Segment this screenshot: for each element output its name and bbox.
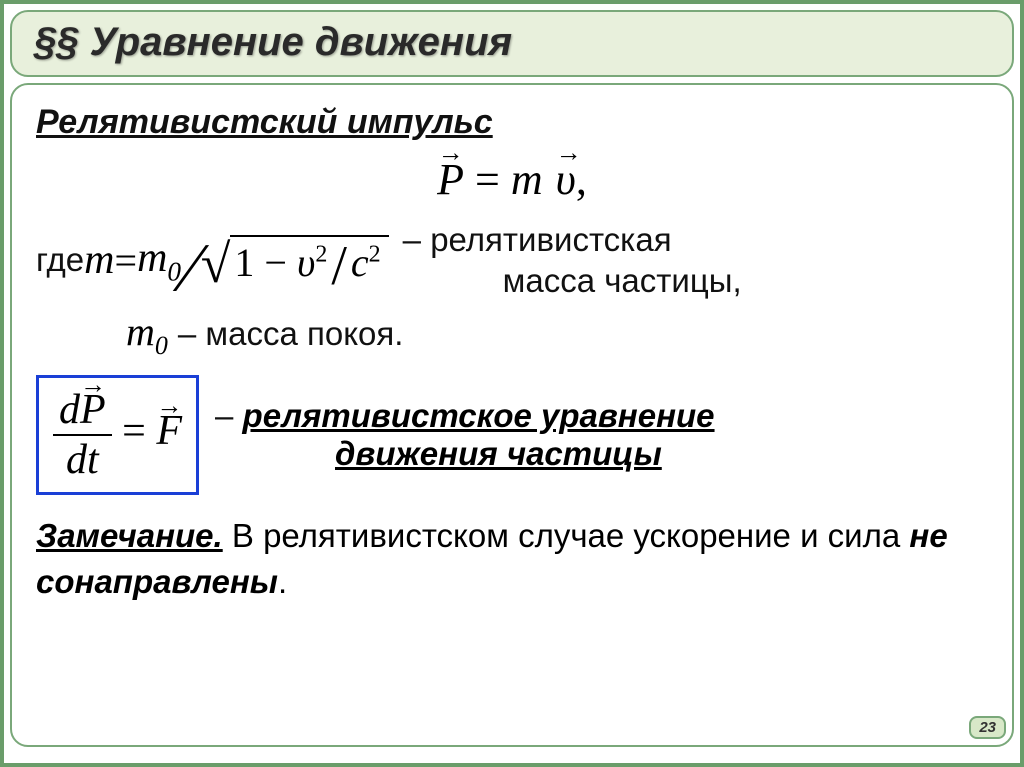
momentum-formula: → P = m → υ , (36, 154, 988, 205)
dp-dt-fraction: d→P dt (53, 386, 112, 484)
vector-v: → υ (556, 154, 576, 205)
motion-equation-box: d→P dt = → F (36, 375, 199, 495)
mass-m: m (84, 236, 114, 284)
sqrt: √ 1 − υ2/c2 (201, 235, 389, 286)
mass-m0: m0 (137, 234, 181, 287)
mass-formula-row: где m = m0 ∕ √ 1 − υ2/c2 – релятивистска… (36, 219, 988, 302)
vector-arrow-icon: → (156, 393, 182, 419)
page-number-badge: 23 (969, 716, 1006, 739)
subheading: Релятивистский импульс (36, 103, 988, 142)
big-slash: ∕ (181, 251, 201, 286)
vector-arrow-icon: → (437, 140, 464, 166)
rest-mass-line: m0 – масса покоя. (126, 308, 988, 361)
sqrt-body: 1 − υ2/c2 (230, 235, 388, 286)
motion-equation-row: d→P dt = → F – релятивистское уравнение … (36, 375, 988, 495)
slide-title: §§ Уравнение движения (34, 20, 990, 65)
content-panel: Релятивистский импульс → P = m → υ , где… (10, 83, 1014, 747)
motion-equation-label: – релятивистское уравнение движения част… (215, 397, 715, 473)
vector-arrow-icon: → (556, 140, 576, 166)
note-label: Замечание. (36, 517, 223, 554)
where-label: где (36, 241, 84, 279)
note: Замечание. В релятивистском случае ускор… (36, 513, 988, 605)
vector-arrow-icon: → (80, 372, 106, 398)
slide: §§ Уравнение движения Релятивистский имп… (0, 0, 1024, 767)
title-bar: §§ Уравнение движения (10, 10, 1014, 77)
sqrt-icon: √ (201, 243, 231, 286)
rel-mass-label: – релятивистская масса частицы, (403, 219, 742, 302)
vector-P: → P (437, 154, 464, 205)
vector-P-2: →P (80, 386, 106, 434)
vector-F: → F (156, 407, 182, 455)
